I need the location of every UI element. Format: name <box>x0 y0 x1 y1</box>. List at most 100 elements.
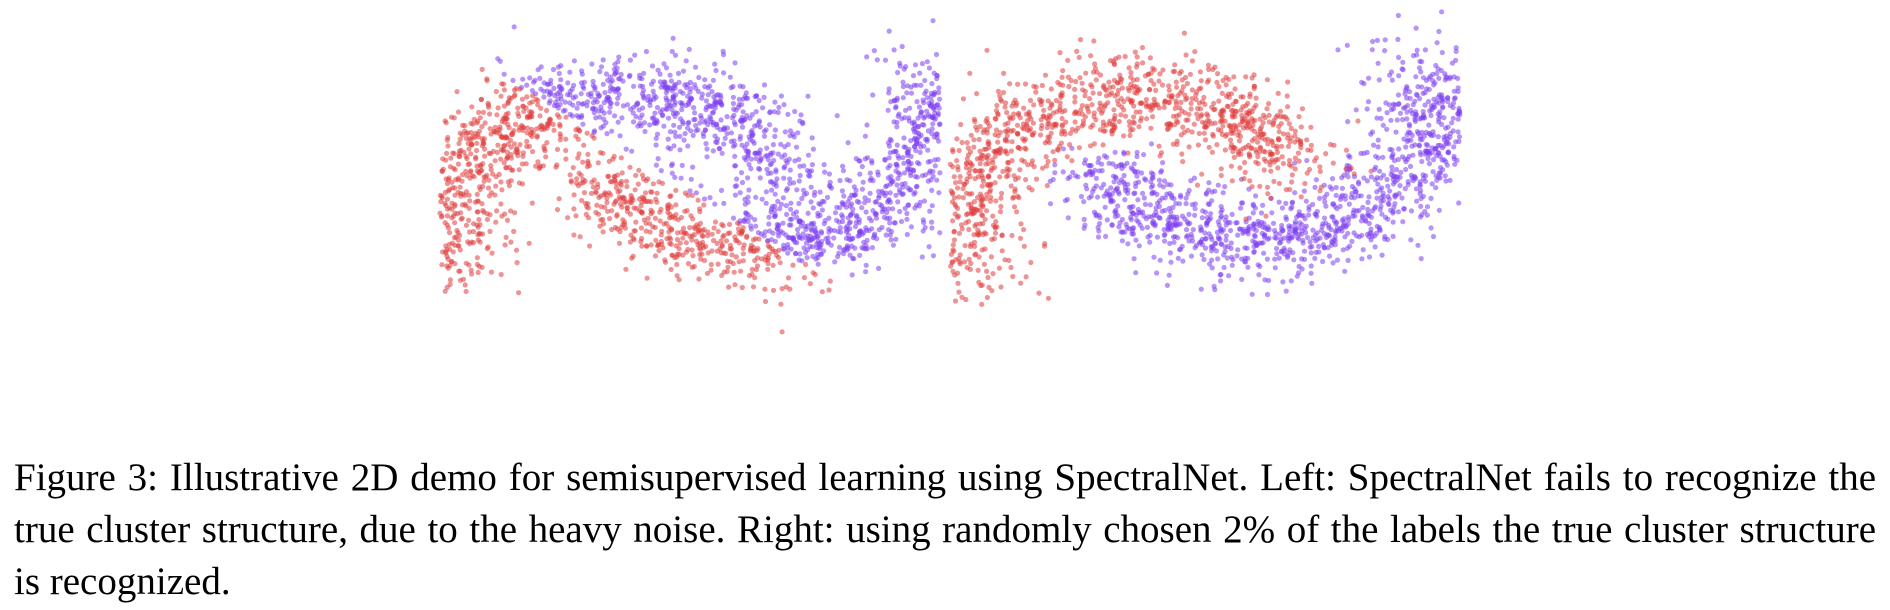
red-point <box>723 238 730 244</box>
purple-point <box>1325 245 1331 251</box>
red-point <box>612 224 619 231</box>
red-point <box>469 271 475 277</box>
purple-point <box>1422 102 1428 108</box>
red-point <box>770 262 776 268</box>
red-point <box>1114 80 1121 86</box>
red-point <box>1057 104 1063 110</box>
purple-point <box>1082 222 1088 228</box>
purple-point <box>1368 226 1374 232</box>
red-point <box>494 149 500 155</box>
purple-point <box>631 104 637 110</box>
purple-point <box>1391 204 1397 210</box>
purple-point <box>821 221 827 227</box>
purple-point <box>800 121 806 127</box>
purple-point <box>863 209 869 215</box>
red-point <box>460 122 466 128</box>
purple-point <box>1096 155 1102 161</box>
red-point <box>648 199 654 205</box>
red-point <box>473 156 479 162</box>
purple-point <box>707 83 713 89</box>
purple-point <box>821 162 827 168</box>
red-point <box>773 252 780 258</box>
red-point <box>1289 179 1295 185</box>
purple-point <box>818 242 824 248</box>
purple-point <box>1099 161 1105 167</box>
purple-point <box>1148 179 1154 185</box>
purple-point <box>745 175 751 181</box>
purple-point <box>1159 195 1165 201</box>
red-point <box>523 161 529 167</box>
red-point <box>674 236 681 243</box>
purple-point <box>837 225 843 231</box>
red-point <box>1247 94 1253 100</box>
red-point <box>1018 280 1024 286</box>
red-point <box>478 96 484 103</box>
purple-point <box>1419 84 1425 90</box>
purple-point <box>902 170 908 176</box>
purple-point <box>1222 184 1228 190</box>
purple-point <box>1431 82 1437 88</box>
red-point <box>712 219 719 225</box>
purple-point <box>1260 202 1266 208</box>
red-point <box>1305 147 1311 153</box>
red-point <box>985 174 991 180</box>
purple-point <box>1114 185 1120 191</box>
red-point <box>508 239 514 245</box>
purple-point <box>1189 202 1195 208</box>
purple-point <box>615 86 622 92</box>
purple-point <box>664 106 670 112</box>
red-point <box>1172 62 1178 68</box>
red-point <box>1048 86 1054 92</box>
purple-point <box>905 158 911 165</box>
red-point <box>498 156 504 162</box>
purple-point <box>1349 238 1355 244</box>
purple-point <box>558 77 564 83</box>
purple-point <box>1095 224 1101 231</box>
red-point <box>1020 136 1026 142</box>
red-point <box>1317 188 1323 194</box>
purple-point <box>1188 253 1195 259</box>
purple-point <box>886 86 892 92</box>
red-point <box>1304 170 1310 176</box>
red-point <box>1072 99 1078 105</box>
red-point <box>456 243 462 249</box>
purple-point <box>1260 224 1266 230</box>
purple-point <box>1113 207 1119 213</box>
red-point <box>1059 123 1065 129</box>
red-point <box>535 98 541 104</box>
purple-point <box>902 144 909 150</box>
purple-point <box>608 79 614 85</box>
purple-point <box>897 208 903 215</box>
red-point <box>1045 295 1052 301</box>
red-point <box>1048 130 1054 136</box>
red-point <box>1100 123 1106 129</box>
purple-point <box>592 128 598 134</box>
purple-point <box>1289 204 1295 210</box>
purple-point <box>529 88 536 94</box>
red-point <box>1116 118 1122 125</box>
purple-point <box>809 244 816 250</box>
purple-point <box>1340 224 1346 230</box>
red-point <box>1264 77 1270 83</box>
purple-point <box>911 129 918 135</box>
red-point <box>1205 113 1211 119</box>
red-point <box>972 252 978 258</box>
purple-point <box>1415 242 1421 248</box>
red-point <box>612 177 618 183</box>
purple-point <box>770 142 777 148</box>
red-point <box>1276 137 1282 143</box>
purple-point <box>1124 224 1130 231</box>
purple-point <box>1372 244 1378 250</box>
purple-point <box>933 51 940 58</box>
purple-point <box>1407 130 1413 136</box>
red-point <box>1284 93 1290 99</box>
red-point <box>995 111 1001 117</box>
purple-point <box>805 247 811 253</box>
red-point <box>1023 122 1029 128</box>
purple-point <box>1390 176 1396 182</box>
purple-point <box>1323 203 1329 209</box>
red-point <box>645 215 651 221</box>
purple-point <box>893 192 899 198</box>
purple-point <box>1326 253 1333 259</box>
red-point <box>967 243 974 249</box>
